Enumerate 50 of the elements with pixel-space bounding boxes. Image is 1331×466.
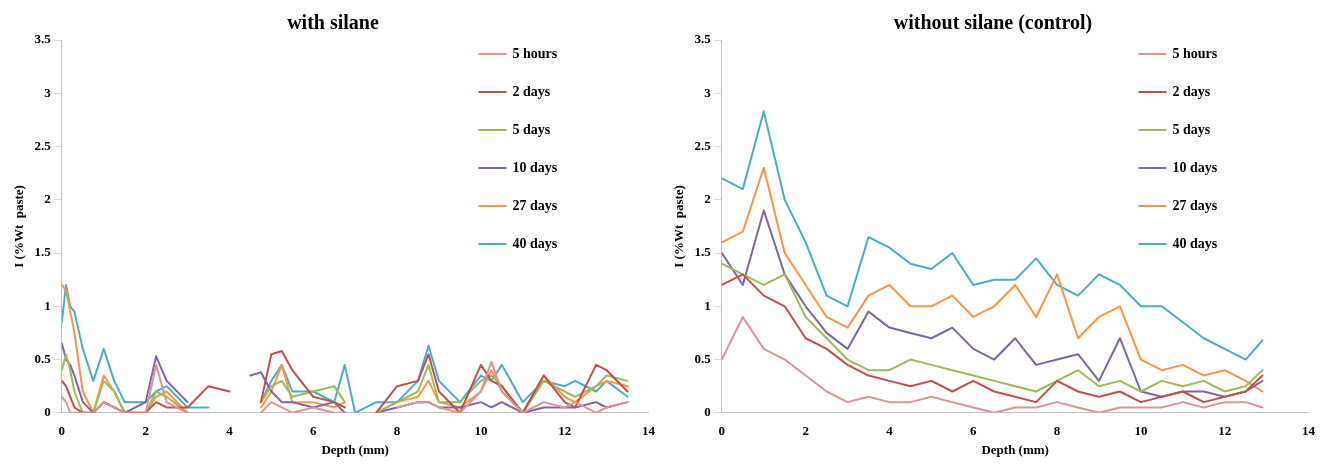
y-axis-title: I (%Wt paste) (671, 185, 687, 268)
legend-label: 5 hours (512, 45, 558, 61)
legend-label: 27 days (1172, 197, 1218, 213)
x-tick-label: 14 (642, 422, 656, 438)
legend-label: 40 days (512, 235, 558, 251)
x-tick-label: 14 (1302, 422, 1316, 438)
y-tick-label: 3 (704, 84, 712, 100)
legend-label: 2 days (512, 83, 551, 99)
x-axis-title: Depth (mm) (981, 441, 1049, 457)
x-tick-label: 6 (970, 422, 978, 438)
x-tick-label: 6 (310, 422, 318, 438)
x-tick-label: 8 (393, 422, 401, 438)
x-tick-label: 10 (1134, 422, 1148, 438)
y-tick-label: 2.5 (694, 137, 712, 153)
x-tick-label: 8 (1053, 422, 1061, 438)
legend-label: 5 days (1172, 121, 1211, 137)
legend-label: 27 days (512, 197, 558, 213)
x-tick-label: 4 (226, 422, 234, 438)
x-tick-label: 12 (558, 422, 572, 438)
y-tick-label: 0 (704, 404, 711, 420)
x-tick-label: 4 (886, 422, 894, 438)
y-tick-label: 1 (44, 297, 51, 313)
x-axis-title: Depth (mm) (321, 441, 389, 457)
y-axis-title: I (%Wt paste) (11, 185, 27, 268)
y-tick-label: 2 (704, 191, 711, 207)
y-tick-label: 1.5 (34, 244, 52, 260)
x-tick-label: 0 (718, 422, 726, 438)
y-tick-label: 3 (44, 84, 52, 100)
y-tick-label: 3.5 (694, 31, 712, 47)
legend-label: 5 days (512, 121, 551, 137)
y-tick-label: 1 (704, 297, 711, 313)
legend-label: 2 days (1172, 83, 1211, 99)
y-tick-label: 2 (44, 191, 51, 207)
legend-label: 40 days (1172, 235, 1218, 251)
legend-label: 10 days (512, 159, 558, 175)
y-tick-label: 3.5 (34, 31, 52, 47)
y-tick-label: 2.5 (34, 137, 52, 153)
y-tick-label: 0.5 (694, 350, 712, 366)
y-tick-label: 1.5 (694, 244, 712, 260)
x-tick-label: 2 (142, 422, 149, 438)
y-tick-label: 0.5 (34, 350, 52, 366)
x-tick-label: 10 (474, 422, 488, 438)
y-tick-label: 0 (44, 404, 51, 420)
legend-label: 10 days (1172, 159, 1218, 175)
x-tick-label: 12 (1218, 422, 1232, 438)
x-tick-label: 0 (58, 422, 66, 438)
chart-title: with silane (287, 11, 379, 34)
chart-title: without silane (control) (893, 11, 1093, 35)
x-tick-label: 2 (802, 422, 809, 438)
legend-label: 5 hours (1172, 45, 1218, 61)
